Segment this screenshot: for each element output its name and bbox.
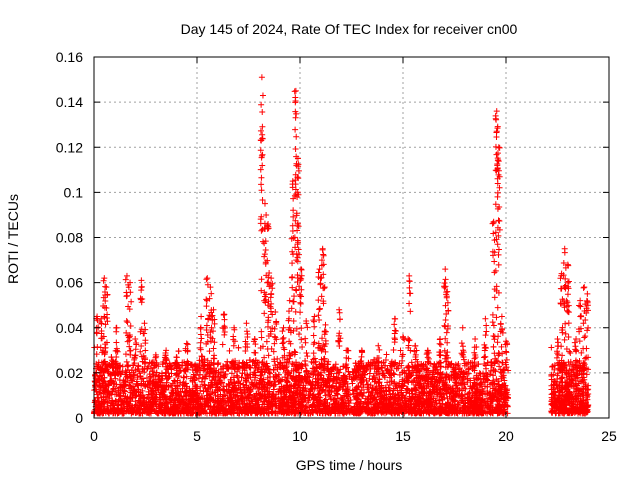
data-point (267, 370, 274, 377)
data-point (264, 374, 271, 381)
data-points (91, 74, 592, 417)
data-point (444, 395, 451, 402)
data-point (113, 381, 120, 388)
data-point (226, 347, 233, 354)
y-axis-label: ROTI / TECUs (5, 194, 21, 284)
data-point (384, 379, 391, 386)
data-point (382, 356, 389, 363)
data-point (465, 366, 472, 373)
data-point (391, 371, 398, 378)
data-point (181, 359, 188, 366)
data-point (467, 359, 474, 366)
chart-title: Day 145 of 2024, Rate Of TEC Index for r… (181, 21, 518, 37)
data-point (410, 378, 417, 385)
data-point (408, 359, 415, 366)
data-point (397, 347, 404, 354)
data-point (303, 349, 310, 356)
data-point (490, 343, 497, 350)
data-point (366, 370, 373, 377)
data-point (476, 369, 483, 376)
data-point (383, 351, 390, 358)
data-point (491, 366, 498, 373)
data-point (247, 364, 254, 371)
data-point (180, 374, 187, 381)
data-point (241, 387, 248, 394)
data-point (467, 377, 474, 384)
data-point (259, 358, 266, 365)
data-point (455, 361, 462, 368)
data-point (434, 370, 441, 377)
grid-lines (94, 57, 609, 418)
data-point (214, 361, 221, 368)
data-point (264, 346, 271, 353)
data-point (339, 394, 346, 401)
data-point (190, 405, 197, 412)
data-point (411, 385, 418, 392)
data-point (133, 378, 140, 385)
data-point (487, 371, 494, 378)
data-point (465, 365, 472, 372)
data-point (228, 370, 235, 377)
data-point (386, 382, 393, 389)
data-point (481, 354, 488, 361)
x-axis-label: GPS time / hours (296, 457, 403, 473)
data-point (200, 365, 207, 372)
data-point (496, 363, 503, 370)
data-point (119, 363, 126, 370)
